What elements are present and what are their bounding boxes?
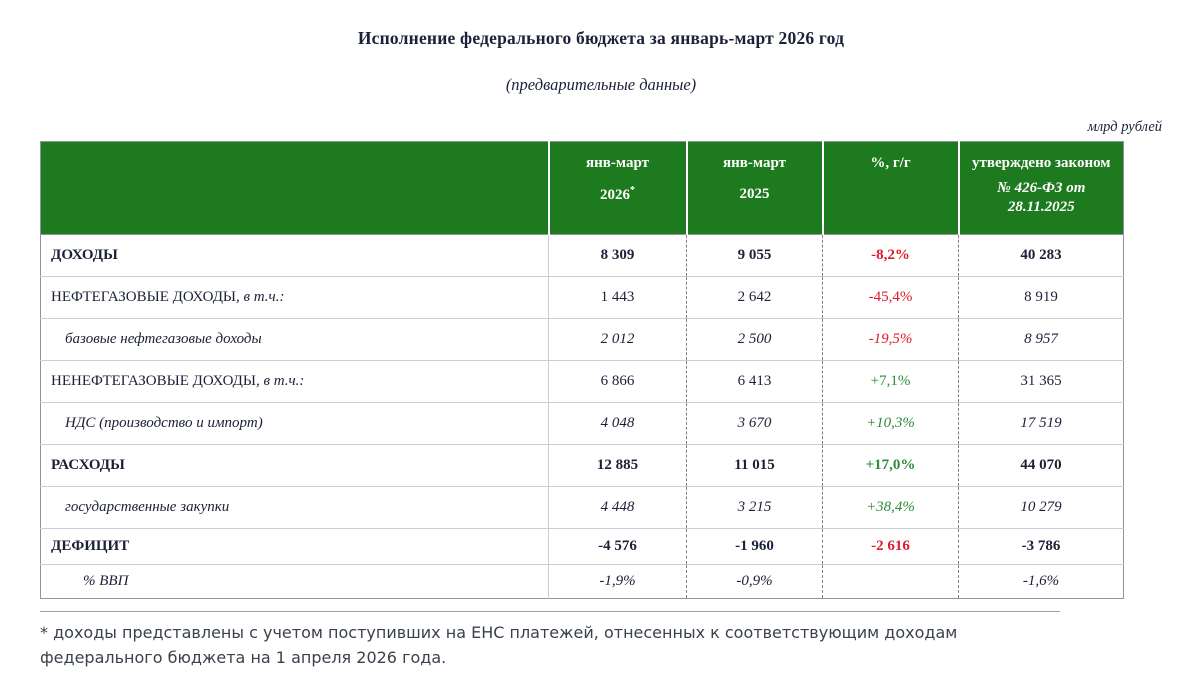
budget-report-page: Исполнение федерального бюджета за январ… [40, 28, 1162, 671]
value-2025-cell: 2 642 [686, 276, 823, 319]
value-yoy-cell [822, 564, 959, 599]
row-label-suffix: , в т.ч.: [236, 289, 285, 305]
header-line: 2026* [556, 185, 680, 204]
row-label-cell: ДЕФИЦИТ [40, 528, 549, 565]
value-law-cell: 17 519 [958, 402, 1124, 445]
header-line: утверждено законом [971, 155, 1111, 171]
row-label-text: РАСХОДЫ [51, 457, 125, 473]
value-2026-cell: 6 866 [548, 360, 687, 403]
footnote: * доходы представлены с учетом поступивш… [40, 611, 1060, 671]
header-jan-mar-2025: янв-март 2025 [685, 141, 823, 235]
table-row-vat: НДС (производство и импорт) 4 048 3 670 … [40, 402, 1124, 445]
value-yoy-cell: -2 616 [822, 528, 959, 565]
table-row-base-oil-gas: базовые нефтегазовые доходы 2 012 2 500 … [40, 318, 1124, 361]
page-title: Исполнение федерального бюджета за январ… [357, 28, 845, 48]
row-label-text: базовые нефтегазовые доходы [65, 331, 262, 347]
row-label-cell: государственные закупки [40, 486, 549, 529]
row-label-cell: базовые нефтегазовые доходы [40, 318, 549, 361]
value-law-cell: 8 957 [958, 318, 1124, 361]
value-2026-cell: 8 309 [548, 234, 687, 277]
table-row-non-oil-gas-revenues: НЕНЕФТЕГАЗОВЫЕ ДОХОДЫ, в т.ч.: 6 866 6 4… [40, 360, 1124, 403]
value-2026-cell: 4 448 [548, 486, 687, 529]
value-2026-cell: 1 443 [548, 276, 687, 319]
row-label-suffix: , в т.ч.: [256, 373, 305, 389]
value-2025-cell: 6 413 [686, 360, 823, 403]
table-row-expenditures: РАСХОДЫ 12 885 11 015 +17,0% 44 070 [40, 444, 1124, 487]
header-law-date: 28.11.2025 [1007, 199, 1075, 215]
row-label-text: НЕНЕФТЕГАЗОВЫЕ ДОХОДЫ [51, 373, 256, 389]
value-2026-cell: -4 576 [548, 528, 687, 565]
header-line: янв-март [723, 155, 786, 171]
table-row-gdp-percent: % ВВП -1,9% -0,9% -1,6% [40, 564, 1124, 599]
value-2025-cell: -0,9% [686, 564, 823, 599]
header-line: %, г/г [870, 155, 911, 171]
value-2025-cell: 2 500 [686, 318, 823, 361]
header-approved-law: утверждено законом № 426-ФЗ от 28.11.202… [957, 141, 1124, 235]
value-yoy-cell: -45,4% [822, 276, 959, 319]
value-2025-cell: 9 055 [686, 234, 823, 277]
table-row-oil-gas-revenues: НЕФТЕГАЗОВЫЕ ДОХОДЫ, в т.ч.: 1 443 2 642… [40, 276, 1124, 319]
value-law-cell: 40 283 [958, 234, 1124, 277]
value-law-cell: 8 919 [958, 276, 1124, 319]
value-2026-cell: 4 048 [548, 402, 687, 445]
row-label-text: ДОХОДЫ [51, 247, 118, 263]
header-year: 2025 [739, 186, 770, 202]
table-row-revenues: ДОХОДЫ 8 309 9 055 -8,2% 40 283 [40, 234, 1124, 277]
value-yoy-cell: +7,1% [822, 360, 959, 403]
header-empty-cell [40, 141, 549, 235]
row-label-cell: % ВВП [40, 564, 549, 599]
value-yoy-cell: -19,5% [822, 318, 959, 361]
row-label-cell: НЕНЕФТЕГАЗОВЫЕ ДОХОДЫ, в т.ч.: [40, 360, 549, 403]
row-label-text: ДЕФИЦИТ [51, 538, 130, 554]
row-label-cell: НЕФТЕГАЗОВЫЕ ДОХОДЫ, в т.ч.: [40, 276, 549, 319]
value-yoy-cell: -8,2% [822, 234, 959, 277]
value-2025-cell: -1 960 [686, 528, 823, 565]
header-line: янв-март [586, 155, 649, 171]
value-law-cell: -1,6% [958, 564, 1124, 599]
value-law-cell: 44 070 [958, 444, 1124, 487]
value-2025-cell: 3 215 [686, 486, 823, 529]
value-yoy-cell: +38,4% [822, 486, 959, 529]
units-label: млрд рублей [1087, 119, 1162, 135]
value-2025-cell: 11 015 [686, 444, 823, 487]
value-2026-cell: 2 012 [548, 318, 687, 361]
header-yoy: %, г/г [821, 141, 959, 235]
row-label-text: НДС (производство и импорт) [65, 415, 263, 431]
value-2025-cell: 3 670 [686, 402, 823, 445]
value-law-cell: -3 786 [958, 528, 1124, 565]
header-law-number: № 426-ФЗ от [997, 180, 1086, 196]
table-row-state-procurement: государственные закупки 4 448 3 215 +38,… [40, 486, 1124, 529]
table-header-row: янв-март 2026* янв-март 2025 %, г/г утве… [40, 141, 1124, 235]
footnote-asterisk: * [630, 185, 635, 196]
value-yoy-cell: +17,0% [822, 444, 959, 487]
value-2026-cell: 12 885 [548, 444, 687, 487]
value-law-cell: 31 365 [958, 360, 1124, 403]
budget-table: янв-март 2026* янв-март 2025 %, г/г утве… [40, 141, 1124, 599]
header-jan-mar-2026: янв-март 2026* [547, 141, 687, 235]
header-year: 2026 [600, 187, 630, 203]
page-subtitle: (предварительные данные) [505, 75, 697, 94]
row-label-text: НЕФТЕГАЗОВЫЕ ДОХОДЫ [51, 289, 237, 305]
row-label-text: государственные закупки [65, 499, 230, 515]
row-label-cell: ДОХОДЫ [40, 234, 549, 277]
row-label-text: % ВВП [83, 573, 129, 589]
table-row-deficit: ДЕФИЦИТ -4 576 -1 960 -2 616 -3 786 [40, 528, 1124, 565]
value-yoy-cell: +10,3% [822, 402, 959, 445]
value-2026-cell: -1,9% [548, 564, 687, 599]
row-label-cell: НДС (производство и импорт) [40, 402, 549, 445]
value-law-cell: 10 279 [958, 486, 1124, 529]
row-label-cell: РАСХОДЫ [40, 444, 549, 487]
